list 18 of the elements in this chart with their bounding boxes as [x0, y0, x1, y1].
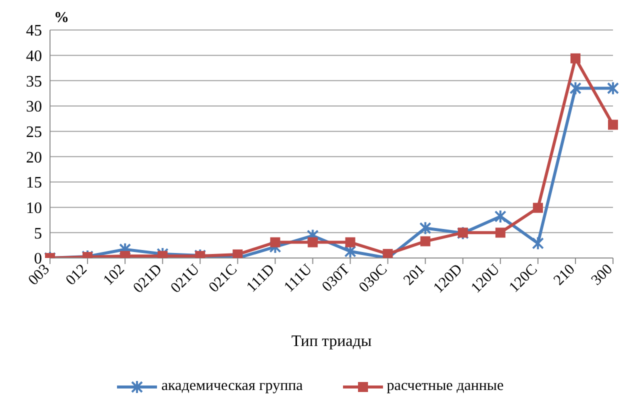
y-tick-label: 5: [34, 225, 42, 242]
x-tick-label: 201: [400, 262, 428, 289]
x-tick-label: 210: [551, 262, 578, 289]
y-tick-label: 25: [26, 124, 42, 142]
x-tick-label: 300: [588, 262, 616, 289]
y-tick-label: 15: [26, 174, 42, 192]
legend-label: академическая группа: [161, 378, 303, 395]
y-tick-label: 40: [26, 48, 42, 66]
y-tick-label: 10: [26, 200, 42, 218]
legend-label: расчетные данные: [386, 378, 504, 395]
x-tick-label: 102: [100, 262, 128, 289]
y-tick-label: 30: [26, 98, 42, 116]
x-axis-title: Тип триады: [291, 333, 372, 350]
x-tick-label: 012: [63, 262, 90, 289]
y-axis-title: %: [54, 10, 69, 27]
y-tick-label: 45: [26, 22, 42, 40]
y-tick-label: 20: [26, 149, 42, 166]
y-tick-label: 35: [26, 73, 42, 90]
